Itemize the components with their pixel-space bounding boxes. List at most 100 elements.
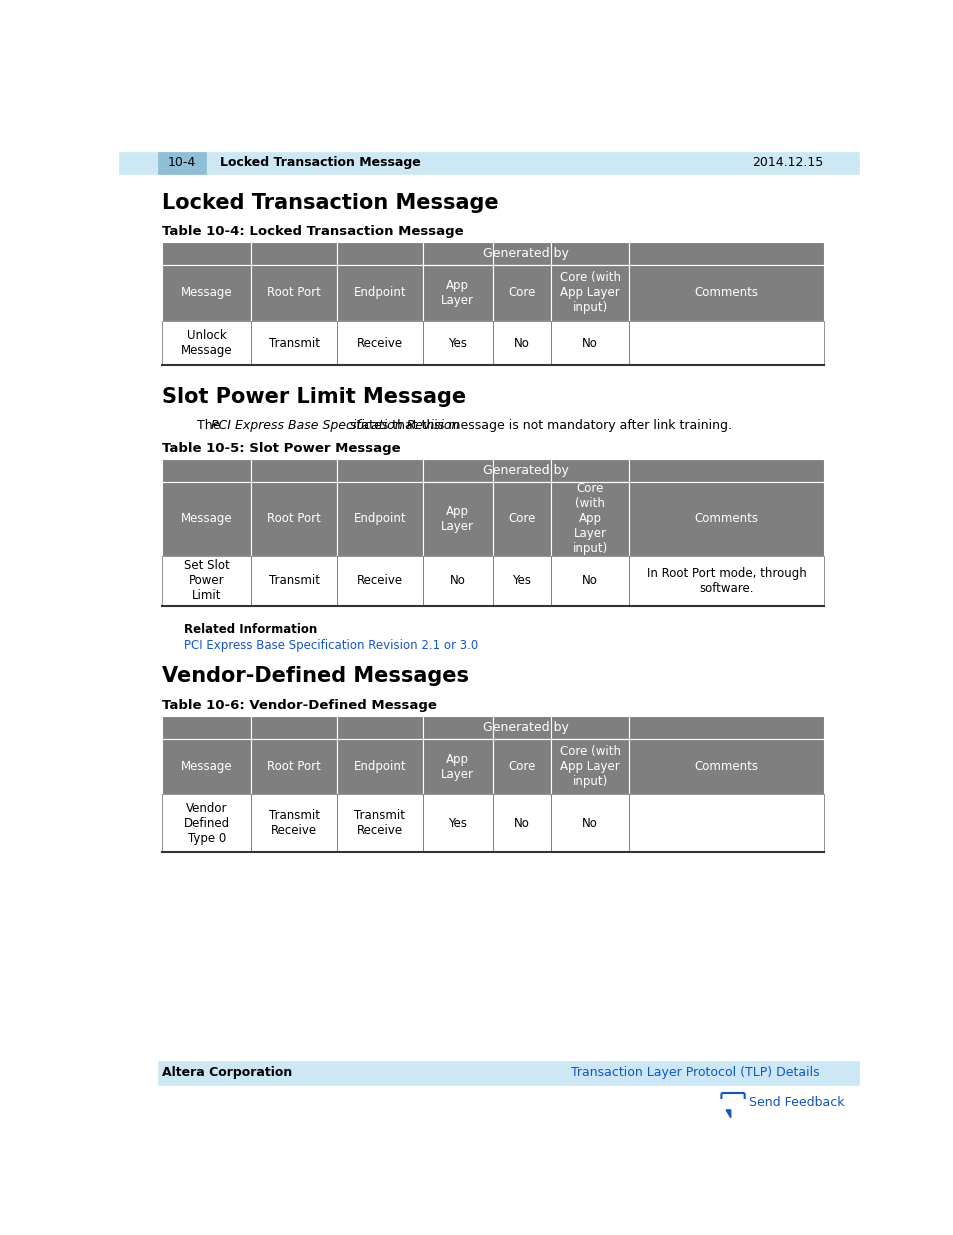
Bar bbox=[422, 716, 493, 739]
Text: App
Layer: App Layer bbox=[441, 752, 474, 781]
Text: Generated by: Generated by bbox=[482, 247, 568, 261]
Text: Endpoint: Endpoint bbox=[354, 513, 406, 525]
Bar bbox=[336, 483, 422, 556]
Text: Locked Transaction Message: Locked Transaction Message bbox=[162, 193, 498, 212]
Bar bbox=[336, 321, 422, 366]
Text: Table 10-5: Slot Power Message: Table 10-5: Slot Power Message bbox=[162, 442, 400, 456]
Bar bbox=[119, 152, 858, 174]
Text: Unlock
Message: Unlock Message bbox=[181, 329, 233, 357]
Bar bbox=[336, 716, 422, 739]
Bar bbox=[336, 794, 422, 852]
Text: In Root Port mode, through
software.: In Root Port mode, through software. bbox=[646, 567, 805, 594]
Text: No: No bbox=[581, 816, 598, 830]
Bar bbox=[628, 242, 822, 266]
Bar bbox=[252, 716, 336, 739]
Bar bbox=[493, 556, 551, 605]
Text: App
Layer: App Layer bbox=[441, 505, 474, 534]
Bar bbox=[551, 242, 628, 266]
Bar bbox=[252, 483, 336, 556]
Bar bbox=[162, 266, 252, 321]
Text: Receive: Receive bbox=[356, 336, 402, 350]
Text: Yes: Yes bbox=[512, 574, 531, 587]
Bar bbox=[162, 739, 252, 794]
Text: Message: Message bbox=[181, 760, 233, 773]
Text: Transmit: Transmit bbox=[269, 574, 319, 587]
FancyBboxPatch shape bbox=[720, 1093, 744, 1112]
Text: Table 10-6: Vendor-Defined Message: Table 10-6: Vendor-Defined Message bbox=[162, 699, 436, 711]
Bar bbox=[551, 459, 628, 483]
Bar bbox=[493, 739, 551, 794]
Text: Altera Corporation: Altera Corporation bbox=[162, 1067, 292, 1079]
Bar bbox=[493, 266, 551, 321]
Text: No: No bbox=[581, 574, 598, 587]
Bar bbox=[628, 483, 822, 556]
Text: Core: Core bbox=[508, 287, 536, 299]
Bar bbox=[551, 716, 628, 739]
Text: Comments: Comments bbox=[694, 287, 758, 299]
Bar bbox=[493, 483, 551, 556]
Text: Transmit: Transmit bbox=[269, 336, 319, 350]
Bar bbox=[252, 459, 336, 483]
Bar bbox=[493, 321, 551, 366]
Text: Vendor
Defined
Type 0: Vendor Defined Type 0 bbox=[183, 802, 230, 845]
Text: Root Port: Root Port bbox=[267, 287, 321, 299]
Text: Locked Transaction Message: Locked Transaction Message bbox=[220, 157, 420, 169]
Bar bbox=[336, 266, 422, 321]
Bar bbox=[628, 321, 822, 366]
Bar bbox=[551, 739, 628, 794]
Bar bbox=[336, 242, 422, 266]
Text: No: No bbox=[581, 336, 598, 350]
Text: Core: Core bbox=[508, 513, 536, 525]
Bar bbox=[162, 716, 252, 739]
Text: Transmit
Receive: Transmit Receive bbox=[269, 809, 319, 837]
Text: Message: Message bbox=[181, 287, 233, 299]
Text: Vendor-Defined Messages: Vendor-Defined Messages bbox=[162, 667, 468, 687]
Bar bbox=[628, 794, 822, 852]
Text: Generated by: Generated by bbox=[482, 721, 568, 734]
Text: Set Slot
Power
Limit: Set Slot Power Limit bbox=[184, 559, 230, 601]
Text: Receive: Receive bbox=[356, 574, 402, 587]
Text: PCI Express Base Specification Revision: PCI Express Base Specification Revision bbox=[211, 419, 458, 432]
Bar bbox=[493, 716, 551, 739]
Bar bbox=[551, 794, 628, 852]
Text: Transaction Layer Protocol (TLP) Details: Transaction Layer Protocol (TLP) Details bbox=[571, 1067, 819, 1079]
Bar bbox=[493, 794, 551, 852]
Bar bbox=[628, 556, 822, 605]
Bar bbox=[162, 242, 252, 266]
Bar bbox=[252, 794, 336, 852]
Bar bbox=[422, 242, 493, 266]
Text: Table 10-4: Locked Transaction Message: Table 10-4: Locked Transaction Message bbox=[162, 225, 463, 238]
Bar bbox=[158, 152, 206, 174]
Text: Generated by: Generated by bbox=[482, 464, 568, 478]
Bar bbox=[422, 794, 493, 852]
Text: Transmit
Receive: Transmit Receive bbox=[354, 809, 405, 837]
Bar bbox=[551, 321, 628, 366]
Polygon shape bbox=[725, 1110, 730, 1118]
Bar bbox=[158, 1061, 858, 1086]
Text: No: No bbox=[450, 574, 465, 587]
Bar bbox=[551, 556, 628, 605]
Bar bbox=[422, 321, 493, 366]
Bar bbox=[336, 459, 422, 483]
Text: Message: Message bbox=[181, 513, 233, 525]
Text: Root Port: Root Port bbox=[267, 513, 321, 525]
Bar bbox=[252, 321, 336, 366]
Text: Yes: Yes bbox=[448, 336, 467, 350]
Bar bbox=[628, 266, 822, 321]
Bar bbox=[628, 459, 822, 483]
Text: Core (with
App Layer
input): Core (with App Layer input) bbox=[559, 272, 620, 315]
Bar bbox=[162, 459, 252, 483]
Text: Core: Core bbox=[508, 760, 536, 773]
Text: 10-4: 10-4 bbox=[168, 157, 196, 169]
Text: Comments: Comments bbox=[694, 760, 758, 773]
Bar bbox=[162, 321, 252, 366]
Text: Send Feedback: Send Feedback bbox=[748, 1095, 844, 1109]
Bar bbox=[162, 483, 252, 556]
Bar bbox=[422, 739, 493, 794]
Bar bbox=[422, 266, 493, 321]
Text: Slot Power Limit Message: Slot Power Limit Message bbox=[162, 387, 465, 406]
Bar bbox=[628, 716, 822, 739]
Bar bbox=[162, 556, 252, 605]
Text: Endpoint: Endpoint bbox=[354, 287, 406, 299]
Bar bbox=[336, 556, 422, 605]
